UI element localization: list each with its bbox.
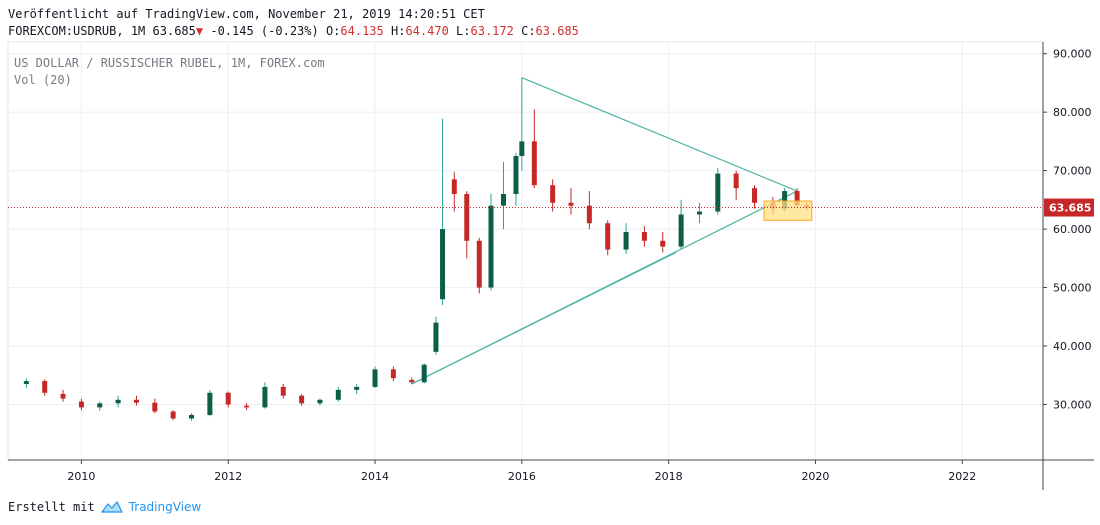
high-value: 64.470 (405, 24, 449, 38)
candle-body (660, 240, 666, 247)
symbol-label: FOREXCOM:USDRUB, 1M (8, 24, 146, 38)
low-value: 63.172 (470, 24, 514, 38)
candle-body (451, 179, 457, 194)
candle-body (794, 191, 800, 206)
candle-body (715, 173, 721, 212)
candle-body (23, 381, 29, 384)
y-tick-label: 90.000 (1053, 48, 1092, 61)
candle-body (476, 240, 482, 288)
candle-body (354, 386, 360, 390)
candle-body (189, 414, 195, 419)
candle-body (280, 386, 286, 396)
y-tick-label: 70.000 (1053, 165, 1092, 178)
chart-header: Veröffentlicht auf TradingView.com, Nove… (8, 6, 579, 40)
candle-body (78, 401, 84, 408)
candle-body (550, 185, 556, 203)
low-label: L: (456, 24, 471, 38)
last-price-label-bg (1044, 198, 1094, 217)
y-tick-label: 60.000 (1053, 223, 1092, 236)
candle-body (299, 395, 305, 404)
candle-body (409, 379, 415, 383)
last-price-label: 63.685 (1049, 202, 1091, 215)
x-tick-label: 2020 (801, 470, 829, 483)
x-tick-label: 2016 (508, 470, 536, 483)
candle-body (115, 399, 121, 404)
ohlc-line: FOREXCOM:USDRUB, 1M 63.685▼ -0.145 (-0.2… (8, 23, 579, 40)
candle-body (782, 191, 788, 209)
candle-body (225, 392, 231, 405)
candle-body (678, 214, 684, 247)
overlays: 63.685 (8, 198, 1094, 221)
candle-body (97, 403, 103, 408)
price-change: -0.145 (-0.23%) (210, 24, 319, 38)
highlight-box (763, 200, 813, 221)
candle-body (641, 232, 647, 241)
tradingview-brand[interactable]: TradingView (128, 500, 202, 514)
candle-body (586, 205, 592, 224)
x-tick-label: 2012 (214, 470, 242, 483)
down-arrow-icon: ▼ (195, 24, 204, 38)
open-label: O: (325, 24, 341, 38)
candle-body (170, 411, 176, 419)
close-value: 63.685 (535, 24, 579, 38)
candle-body (335, 389, 341, 400)
y-tick-label: 30.000 (1053, 398, 1092, 411)
trendline (521, 77, 798, 192)
candles (23, 77, 810, 421)
candle-body (531, 141, 537, 186)
candle-body (262, 386, 268, 408)
candle-body (372, 369, 378, 387)
x-tick-label: 2010 (67, 470, 95, 483)
x-tick-label: 2014 (361, 470, 389, 483)
published-line: Veröffentlicht auf TradingView.com, Nove… (8, 7, 485, 21)
plot-frame (7, 41, 1044, 461)
candle-body (752, 188, 758, 203)
chart-grid (7, 41, 1044, 461)
candle-body (440, 229, 446, 300)
y-tick-label: 40.000 (1053, 340, 1092, 353)
candle-body (433, 322, 439, 352)
candle-body (152, 402, 158, 412)
footer: Erstellt mit TradingView (8, 500, 201, 514)
legend-volume: Vol (20) (14, 73, 72, 87)
chart-axes: 30.000 40.000 50.000 60.000 70.000 80.000 90.0… (8, 42, 1094, 490)
created-with-label: Erstellt mit (8, 500, 95, 514)
candle-body (244, 405, 250, 408)
x-tick-label: 2018 (655, 470, 683, 483)
candle-body (207, 392, 213, 415)
candle-body (513, 156, 519, 194)
candle-body (464, 194, 470, 241)
open-value: 64.135 (340, 24, 384, 38)
candle-body (317, 399, 323, 404)
candle-body (696, 211, 702, 215)
candle-body (42, 381, 48, 393)
candle-body (733, 173, 739, 189)
y-tick-label: 80.000 (1053, 106, 1092, 119)
candle-body (605, 223, 611, 250)
candle-body (421, 364, 427, 383)
close-label: C: (521, 24, 536, 38)
candle-body (500, 194, 506, 206)
trendline (411, 251, 677, 385)
legend-title: US DOLLAR / RUSSISCHER RUBEL, 1M, FOREX.… (14, 56, 325, 70)
tradingview-logo-icon (100, 500, 123, 513)
candle-body (133, 399, 139, 403)
candle-body (390, 369, 396, 379)
y-tick-label: 50.000 (1053, 282, 1092, 295)
candle-body (568, 202, 574, 206)
candle-body (623, 232, 629, 250)
x-tick-label: 2022 (948, 470, 976, 483)
candle-body (488, 205, 494, 288)
high-label: H: (391, 24, 406, 38)
trendlines (411, 77, 798, 385)
current-price: 63.685 (152, 24, 196, 38)
candle-body (519, 141, 525, 156)
candle-body (60, 393, 66, 399)
